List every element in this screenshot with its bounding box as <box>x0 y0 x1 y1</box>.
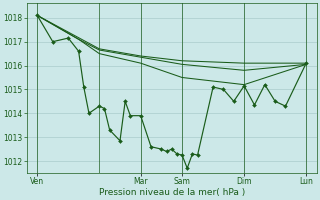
X-axis label: Pression niveau de la mer( hPa ): Pression niveau de la mer( hPa ) <box>99 188 245 197</box>
